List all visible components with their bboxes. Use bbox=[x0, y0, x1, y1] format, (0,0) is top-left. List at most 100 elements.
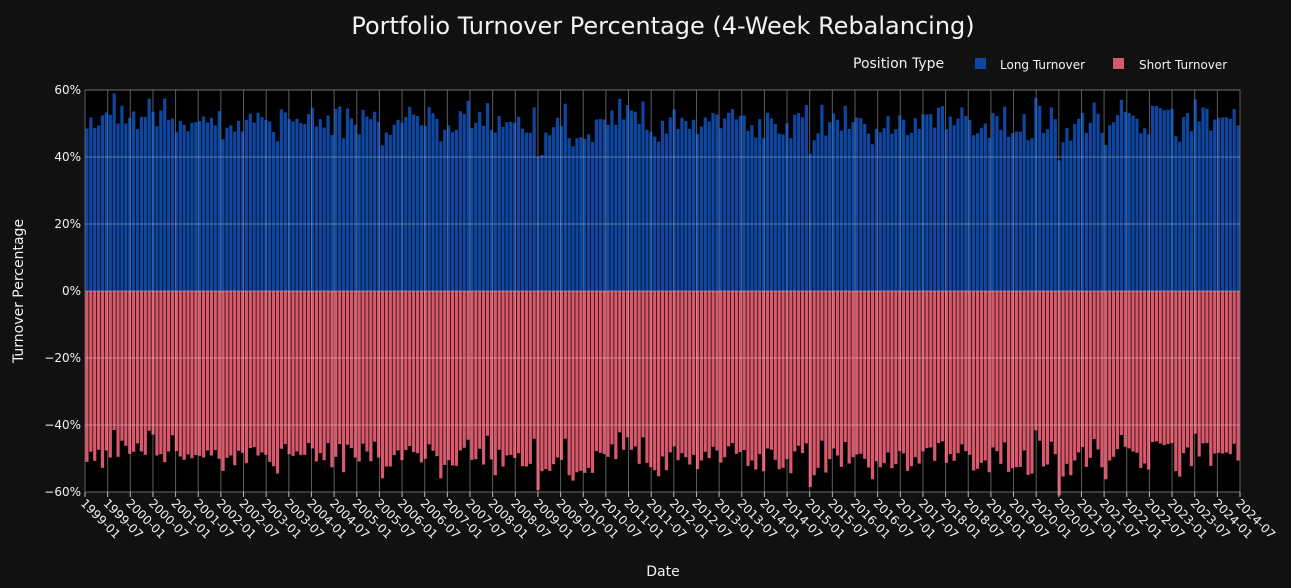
bar-short[interactable] bbox=[178, 291, 182, 457]
bar-short[interactable] bbox=[645, 291, 649, 463]
bar-long[interactable] bbox=[97, 125, 101, 291]
bar-short[interactable] bbox=[520, 291, 525, 467]
bar-short[interactable] bbox=[590, 291, 595, 473]
bar-short[interactable] bbox=[975, 291, 980, 469]
bar-short[interactable] bbox=[147, 291, 151, 431]
bar-long[interactable] bbox=[396, 119, 400, 291]
bar-short[interactable] bbox=[905, 291, 910, 471]
bar-short[interactable] bbox=[964, 291, 968, 452]
bar-short[interactable] bbox=[913, 291, 917, 458]
bar-short[interactable] bbox=[765, 291, 770, 449]
bar-short[interactable] bbox=[1069, 291, 1073, 476]
bar-short[interactable] bbox=[349, 291, 353, 449]
bar-short[interactable] bbox=[777, 291, 781, 470]
bar-long[interactable] bbox=[124, 123, 128, 292]
bar-short[interactable] bbox=[513, 291, 517, 458]
bar-short[interactable] bbox=[100, 291, 105, 468]
bar-long[interactable] bbox=[657, 141, 661, 291]
bar-short[interactable] bbox=[1193, 291, 1197, 434]
bar-short[interactable] bbox=[182, 291, 186, 460]
bar-short[interactable] bbox=[400, 291, 404, 461]
bar-long[interactable] bbox=[1205, 108, 1209, 291]
bar-long[interactable] bbox=[466, 100, 470, 291]
bar-short[interactable] bbox=[497, 291, 501, 450]
bar-long[interactable] bbox=[454, 129, 458, 291]
bar-short[interactable] bbox=[1224, 291, 1228, 453]
bar-short[interactable] bbox=[594, 291, 598, 452]
bar-short[interactable] bbox=[571, 291, 575, 481]
bar-long[interactable] bbox=[303, 124, 307, 291]
bar-short[interactable] bbox=[237, 291, 241, 451]
bar-long[interactable] bbox=[443, 129, 447, 291]
bar-long[interactable] bbox=[754, 137, 758, 291]
bar-short[interactable] bbox=[812, 291, 816, 476]
bar-long[interactable] bbox=[1112, 122, 1116, 291]
bar-long[interactable] bbox=[1162, 110, 1166, 291]
bar-long[interactable] bbox=[1053, 119, 1057, 291]
bar-long[interactable] bbox=[699, 126, 703, 292]
bar-short[interactable] bbox=[625, 291, 630, 438]
bar-long[interactable] bbox=[135, 129, 140, 291]
bar-long[interactable] bbox=[155, 126, 159, 292]
bar-long[interactable] bbox=[793, 114, 797, 291]
bar-short[interactable] bbox=[404, 291, 408, 451]
bar-long[interactable] bbox=[1115, 115, 1120, 292]
bar-long[interactable] bbox=[847, 128, 851, 291]
bar-short[interactable] bbox=[987, 291, 991, 473]
bar-short[interactable] bbox=[847, 291, 851, 464]
bar-long[interactable] bbox=[497, 116, 501, 291]
bar-long[interactable] bbox=[93, 127, 97, 291]
bar-long[interactable] bbox=[275, 141, 280, 291]
bar-long[interactable] bbox=[1178, 141, 1182, 291]
bar-long[interactable] bbox=[1096, 113, 1100, 291]
bar-long[interactable] bbox=[1073, 124, 1077, 291]
bar-short[interactable] bbox=[470, 291, 474, 460]
bar-short[interactable] bbox=[431, 291, 435, 451]
bar-short[interactable] bbox=[789, 291, 793, 474]
bar-short[interactable] bbox=[839, 291, 843, 467]
bar-long[interactable] bbox=[555, 117, 560, 291]
bar-long[interactable] bbox=[571, 146, 575, 291]
bar-short[interactable] bbox=[960, 291, 964, 445]
bar-long[interactable] bbox=[264, 119, 268, 291]
bar-long[interactable] bbox=[1143, 128, 1147, 291]
bar-short[interactable] bbox=[322, 291, 326, 461]
bar-short[interactable] bbox=[890, 291, 894, 469]
bar-short[interactable] bbox=[1088, 291, 1092, 458]
bar-short[interactable] bbox=[750, 291, 754, 461]
bar-long[interactable] bbox=[602, 119, 606, 291]
bar-long[interactable] bbox=[299, 123, 303, 291]
bar-short[interactable] bbox=[1057, 291, 1061, 496]
bar-long[interactable] bbox=[968, 120, 972, 292]
bar-long[interactable] bbox=[898, 115, 902, 292]
bar-short[interactable] bbox=[151, 291, 155, 435]
bar-long[interactable] bbox=[797, 113, 801, 292]
bar-long[interactable] bbox=[244, 119, 248, 291]
bar-long[interactable] bbox=[563, 103, 567, 291]
bar-long[interactable] bbox=[894, 129, 898, 291]
bar-long[interactable] bbox=[734, 119, 738, 291]
bar-long[interactable] bbox=[345, 108, 350, 291]
bar-long[interactable] bbox=[482, 125, 486, 291]
bar-long[interactable] bbox=[1147, 134, 1151, 291]
bar-long[interactable] bbox=[886, 116, 890, 291]
bar-long[interactable] bbox=[182, 124, 186, 291]
bar-short[interactable] bbox=[1096, 291, 1100, 450]
bar-short[interactable] bbox=[427, 291, 431, 445]
bar-short[interactable] bbox=[633, 291, 637, 447]
bar-long[interactable] bbox=[692, 119, 696, 291]
bar-long[interactable] bbox=[1224, 117, 1228, 291]
bar-short[interactable] bbox=[458, 291, 462, 451]
bar-long[interactable] bbox=[1232, 109, 1236, 291]
bar-long[interactable] bbox=[1084, 132, 1088, 291]
bar-short[interactable] bbox=[1049, 291, 1053, 442]
bar-short[interactable] bbox=[1112, 291, 1116, 457]
bar-long[interactable] bbox=[447, 125, 451, 291]
bar-long[interactable] bbox=[867, 133, 871, 291]
bar-short[interactable] bbox=[563, 291, 567, 439]
bar-long[interactable] bbox=[365, 116, 369, 291]
bar-long[interactable] bbox=[917, 128, 921, 291]
bar-long[interactable] bbox=[1158, 108, 1162, 291]
bar-long[interactable] bbox=[501, 126, 505, 291]
bar-long[interactable] bbox=[618, 98, 622, 292]
